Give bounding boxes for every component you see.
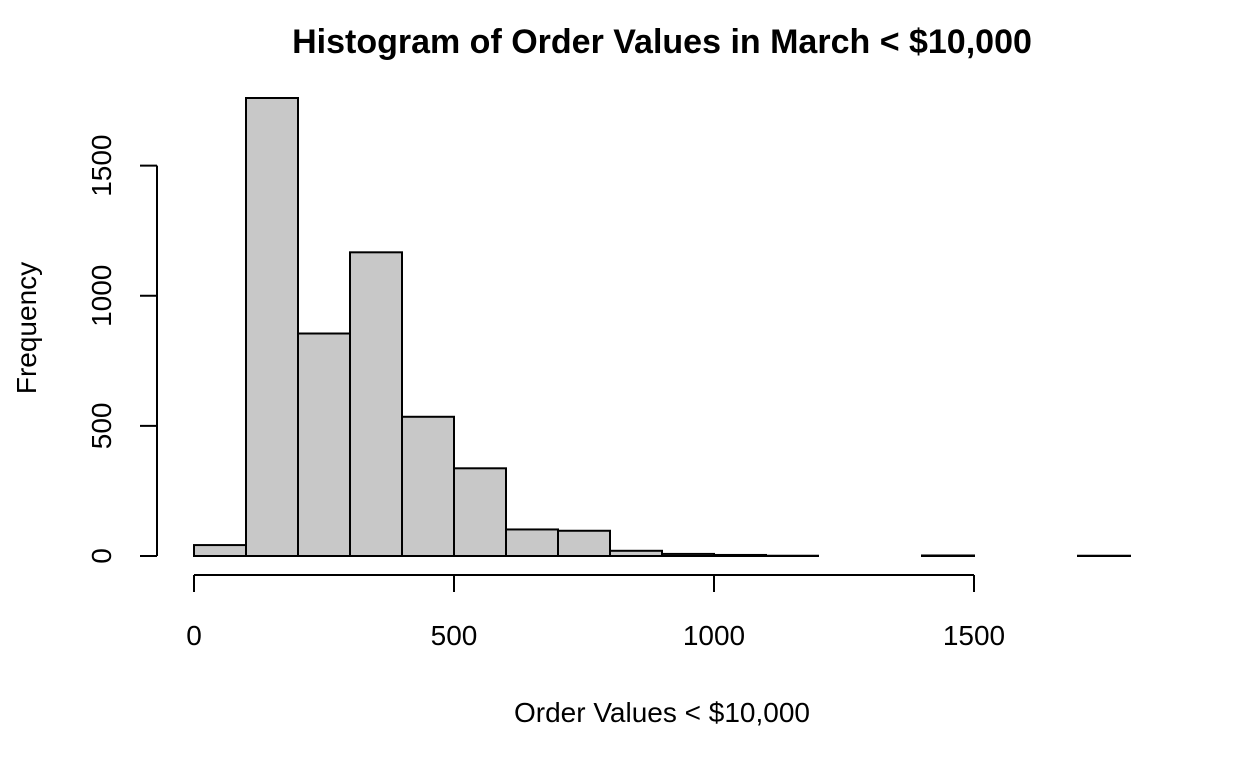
x-tick-label: 1000: [683, 620, 745, 651]
bars-group: [193, 97, 1131, 558]
histogram-bar-5: [401, 415, 455, 557]
x-axis: 0 500 1000 1500: [186, 574, 1005, 651]
histogram-bar-1: [193, 544, 247, 557]
y-tick-label: 0: [86, 548, 117, 564]
x-axis-label: Order Values < $10,000: [514, 697, 810, 728]
x-tick-label: 0: [186, 620, 202, 651]
x-tick-label: 1500: [943, 620, 1005, 651]
chart-title: Histogram of Order Values in March < $10…: [292, 23, 1032, 61]
y-axis: 0 500 1000 1500: [86, 135, 158, 564]
x-tick-label: 500: [431, 620, 478, 651]
y-axis-label: Frequency: [11, 262, 42, 394]
histogram-bar-8: [557, 529, 611, 557]
histogram-bar-10: [661, 552, 715, 557]
histogram-bar-9: [609, 549, 663, 558]
histogram-bar-3: [297, 332, 351, 557]
y-tick-label: 1500: [86, 135, 117, 197]
histogram-bar-11: [713, 553, 767, 558]
y-tick-label: 1000: [86, 265, 117, 327]
histogram-bar-6: [453, 467, 507, 557]
histogram-bar-7: [505, 528, 559, 558]
y-tick-label: 500: [86, 403, 117, 450]
histogram-bar-15: [921, 554, 975, 558]
histogram-bar-2: [245, 97, 299, 557]
histogram-bar-4: [349, 251, 403, 558]
